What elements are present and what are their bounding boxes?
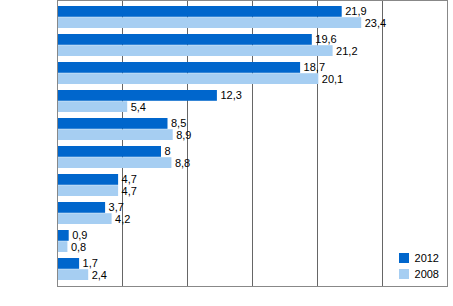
html-text:2008: 2008 — [414, 268, 439, 280]
svg-text:19,6: 19,6 — [315, 33, 336, 45]
svg-text:8: 8 — [165, 145, 171, 157]
svg-text:21,2: 21,2 — [336, 45, 357, 57]
svg-text:20,1: 20,1 — [322, 73, 343, 85]
svg-text:8,8: 8,8 — [175, 157, 190, 169]
svg-text:8,9: 8,9 — [176, 129, 191, 141]
svg-text:8,5: 8,5 — [171, 117, 186, 129]
svg-text:18,7: 18,7 — [304, 61, 325, 73]
svg-text:1,7: 1,7 — [83, 257, 98, 269]
svg-text:21,9: 21,9 — [345, 5, 366, 17]
svg-text:4,7: 4,7 — [122, 173, 137, 185]
svg-text:0,8: 0,8 — [71, 241, 86, 253]
svg-text:0,9: 0,9 — [72, 229, 87, 241]
svg-text:2,4: 2,4 — [92, 269, 107, 281]
svg-text:12,3: 12,3 — [220, 89, 241, 101]
svg-text:4,7: 4,7 — [122, 185, 137, 197]
svg-text:23,4: 23,4 — [365, 17, 386, 29]
html-text:2012: 2012 — [414, 252, 439, 264]
svg-text:4,2: 4,2 — [115, 213, 130, 225]
svg-text:5,4: 5,4 — [131, 101, 146, 113]
svg-text:3,7: 3,7 — [109, 201, 124, 213]
